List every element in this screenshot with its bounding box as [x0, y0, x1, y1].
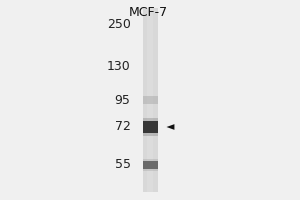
Text: 55: 55: [115, 158, 130, 171]
Text: 72: 72: [115, 120, 130, 134]
Text: MCF-7: MCF-7: [129, 6, 168, 20]
Text: 130: 130: [107, 60, 130, 72]
Text: 95: 95: [115, 94, 130, 106]
Bar: [142, 118, 158, 136]
Polygon shape: [167, 124, 174, 130]
Bar: [142, 121, 158, 133]
Bar: [142, 159, 158, 171]
Bar: [142, 8, 158, 192]
Bar: [142, 161, 158, 169]
Text: 250: 250: [106, 18, 130, 30]
Bar: [147, 8, 153, 192]
Bar: [142, 96, 158, 104]
